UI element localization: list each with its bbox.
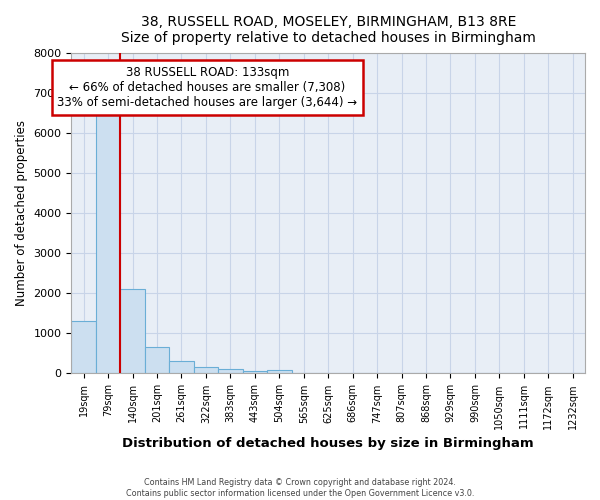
Text: 38 RUSSELL ROAD: 133sqm
← 66% of detached houses are smaller (7,308)
33% of semi: 38 RUSSELL ROAD: 133sqm ← 66% of detache… (58, 66, 358, 109)
Bar (71, 322, 96, 374)
Y-axis label: Number of detached properties: Number of detached properties (15, 120, 28, 306)
Text: Contains HM Land Registry data © Crown copyright and database right 2024.
Contai: Contains HM Land Registry data © Crown c… (126, 478, 474, 498)
X-axis label: Distribution of detached houses by size in Birmingham: Distribution of detached houses by size … (122, 437, 534, 450)
Bar (218, 370, 242, 374)
Bar (194, 367, 218, 374)
Bar (145, 348, 169, 374)
Bar (121, 290, 145, 374)
Bar (242, 371, 267, 374)
Bar (169, 362, 194, 374)
Bar (267, 370, 292, 374)
Bar (96, 110, 121, 374)
Title: 38, RUSSELL ROAD, MOSELEY, BIRMINGHAM, B13 8RE
Size of property relative to deta: 38, RUSSELL ROAD, MOSELEY, BIRMINGHAM, B… (121, 15, 536, 45)
